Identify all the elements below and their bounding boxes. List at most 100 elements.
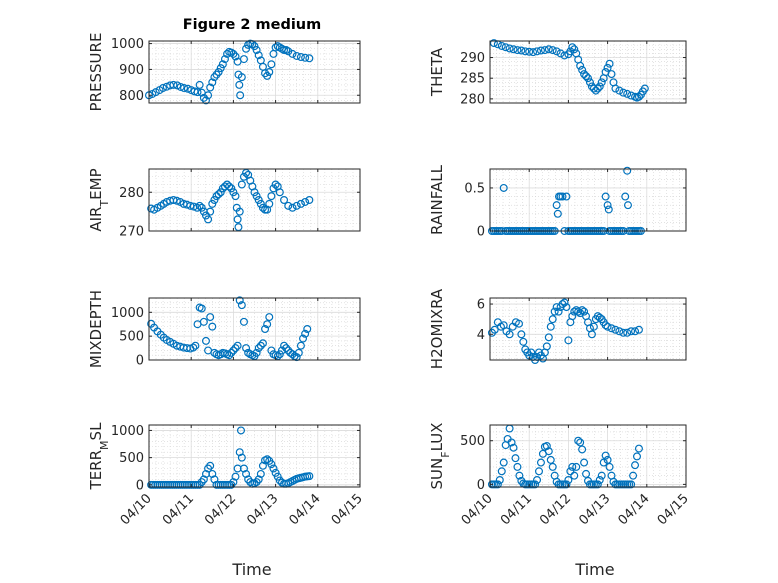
data-point — [546, 455, 555, 464]
y-tick-label: 290 — [460, 51, 485, 66]
data-point — [615, 86, 624, 95]
y-tick-label: 1000 — [111, 37, 144, 52]
data-point — [580, 458, 589, 467]
data-point — [553, 209, 562, 218]
data-point — [627, 327, 636, 336]
data-point — [231, 472, 240, 481]
data-point — [197, 304, 206, 313]
data-point — [225, 480, 234, 489]
data-point — [542, 342, 551, 351]
data-point — [210, 73, 219, 82]
data-point — [239, 172, 248, 181]
data-point — [216, 64, 225, 73]
data-point — [544, 45, 553, 54]
subplot-mixdepth: 0 500 1000 MIXDEPTH — [87, 290, 361, 369]
data-point — [280, 341, 289, 350]
y-tick-label: 6 — [477, 298, 485, 313]
data-point — [305, 54, 314, 63]
data-point — [511, 454, 520, 463]
data-point — [265, 199, 274, 208]
data-point — [578, 306, 587, 315]
data-point — [627, 480, 636, 489]
data-point — [615, 327, 624, 336]
data-point — [284, 201, 293, 210]
data-point — [533, 476, 542, 485]
data-point — [585, 78, 594, 87]
data-point — [229, 188, 238, 197]
series-sun_flux — [487, 424, 643, 489]
data-point — [214, 190, 223, 199]
data-point — [206, 83, 215, 92]
data-point — [582, 72, 591, 81]
y-tick-label: 1000 — [111, 424, 144, 439]
data-point — [497, 41, 506, 50]
data-point — [497, 467, 506, 476]
data-point — [597, 78, 606, 87]
data-point — [515, 319, 524, 328]
data-point — [623, 328, 632, 337]
data-point — [619, 88, 628, 97]
axes-box — [489, 297, 687, 361]
data-point — [490, 325, 499, 334]
data-point — [242, 469, 251, 478]
data-point — [189, 202, 198, 211]
data-point — [201, 336, 210, 345]
data-point — [269, 184, 278, 193]
data-point — [284, 47, 293, 56]
y-tick-label: 0 — [477, 478, 485, 493]
data-point — [176, 82, 185, 91]
data-point — [601, 451, 610, 460]
data-point — [603, 455, 612, 464]
data-point — [305, 472, 314, 481]
data-point — [292, 353, 301, 362]
data-point — [229, 49, 238, 58]
series-pressure — [145, 39, 314, 105]
data-point — [263, 71, 272, 80]
data-point — [540, 46, 549, 55]
data-point — [172, 196, 181, 205]
data-point — [552, 201, 561, 210]
data-point — [252, 46, 261, 55]
data-point — [294, 348, 303, 357]
data-point — [560, 51, 569, 60]
data-point — [169, 80, 178, 89]
data-point — [301, 329, 310, 338]
data-point — [548, 462, 557, 471]
data-point — [623, 166, 632, 175]
data-point — [231, 52, 240, 61]
data-point — [189, 343, 198, 352]
data-point — [299, 334, 308, 343]
data-point — [623, 89, 632, 98]
data-point — [242, 44, 251, 53]
data-point — [237, 73, 246, 82]
data-point — [233, 215, 242, 224]
data-point — [509, 443, 518, 452]
data-point — [193, 480, 202, 489]
data-point — [517, 46, 526, 55]
y-tick-label: 0 — [136, 354, 144, 369]
data-point — [280, 196, 289, 205]
data-point — [597, 471, 606, 480]
axes-box — [148, 40, 361, 104]
data-point — [271, 468, 280, 477]
data-point — [605, 59, 614, 68]
data-point — [235, 80, 244, 89]
data-point — [595, 476, 604, 485]
y-tick-label: 1000 — [111, 306, 144, 321]
data-point — [621, 192, 630, 201]
data-point — [570, 471, 579, 480]
data-point — [231, 344, 240, 353]
data-point — [237, 301, 246, 310]
y-tick-label: 500 — [460, 434, 485, 449]
data-point — [280, 46, 289, 55]
data-point — [199, 93, 208, 102]
data-point — [225, 351, 234, 360]
data-point — [208, 469, 217, 478]
data-point — [634, 444, 643, 453]
data-point — [250, 42, 259, 51]
data-point — [193, 203, 202, 212]
data-point — [574, 436, 583, 445]
y-axis-label: PRESSURE — [87, 33, 105, 112]
subplot-rainfall: 0 0.5 RAINFALL — [428, 164, 687, 240]
axes-box — [148, 297, 361, 361]
